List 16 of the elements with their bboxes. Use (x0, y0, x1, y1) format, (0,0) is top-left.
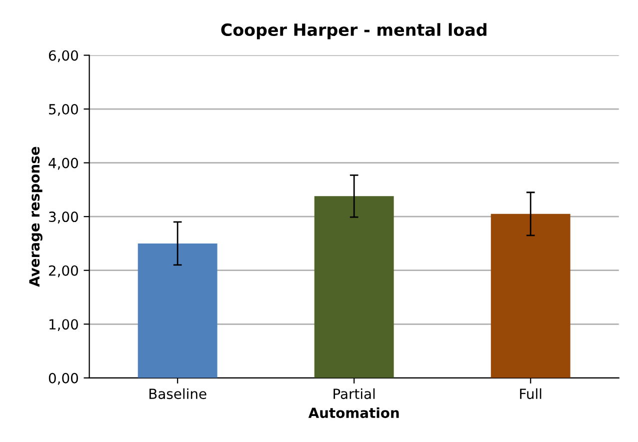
chart-title: Cooper Harper - mental load (221, 23, 486, 40)
y-axis-title: Average response (29, 146, 42, 287)
x-tick-label: Baseline (149, 388, 206, 400)
y-tick-label: 6,00 (48, 50, 78, 62)
x-tick-label: Full (520, 388, 542, 400)
bar (138, 243, 218, 378)
x-axis-title: Automation (308, 407, 399, 418)
y-tick-label: 2,00 (48, 265, 78, 278)
y-tick-label: 3,00 (49, 212, 78, 224)
y-tick-label: 1,00 (50, 319, 78, 332)
bar (314, 196, 394, 378)
y-tick-label: 0,00 (48, 372, 78, 385)
y-tick-label: 5,00 (49, 104, 78, 116)
x-tick-label: Partial (334, 388, 375, 400)
y-tick-label: 4,00 (48, 158, 78, 170)
bar (490, 214, 570, 378)
